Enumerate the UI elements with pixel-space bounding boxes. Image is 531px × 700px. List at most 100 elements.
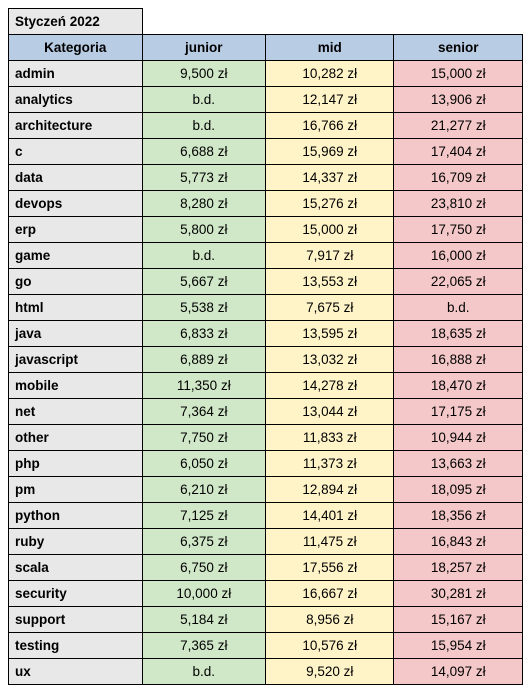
cell-category: java — [9, 321, 143, 347]
cell-mid: 13,595 zł — [265, 321, 394, 347]
header-mid: mid — [265, 35, 394, 61]
cell-junior: 6,688 zł — [142, 139, 265, 165]
cell-junior: 11,350 zł — [142, 373, 265, 399]
empty-cell — [142, 9, 265, 35]
cell-mid: 10,576 zł — [265, 633, 394, 659]
table-row: go5,667 zł13,553 zł22,065 zł — [9, 269, 523, 295]
cell-category: c — [9, 139, 143, 165]
header-row: Kategoria junior mid senior — [9, 35, 523, 61]
cell-category: ux — [9, 659, 143, 685]
cell-junior: 8,280 zł — [142, 191, 265, 217]
table-row: support5,184 zł8,956 zł15,167 zł — [9, 607, 523, 633]
cell-junior: 6,889 zł — [142, 347, 265, 373]
cell-category: php — [9, 451, 143, 477]
cell-mid: 11,833 zł — [265, 425, 394, 451]
cell-senior: 18,356 zł — [394, 503, 523, 529]
table-row: mobile11,350 zł14,278 zł18,470 zł — [9, 373, 523, 399]
cell-category: testing — [9, 633, 143, 659]
cell-junior: 7,125 zł — [142, 503, 265, 529]
cell-mid: 17,556 zł — [265, 555, 394, 581]
cell-junior: 10,000 zł — [142, 581, 265, 607]
empty-cell — [265, 9, 394, 35]
cell-junior: 7,750 zł — [142, 425, 265, 451]
cell-category: other — [9, 425, 143, 451]
table-row: java6,833 zł13,595 zł18,635 zł — [9, 321, 523, 347]
cell-category: devops — [9, 191, 143, 217]
cell-junior: 6,375 zł — [142, 529, 265, 555]
cell-senior: 17,175 zł — [394, 399, 523, 425]
cell-senior: 21,277 zł — [394, 113, 523, 139]
table-row: html5,538 zł7,675 złb.d. — [9, 295, 523, 321]
cell-junior: 5,538 zł — [142, 295, 265, 321]
cell-category: data — [9, 165, 143, 191]
cell-junior: 6,750 zł — [142, 555, 265, 581]
cell-junior: 5,800 zł — [142, 217, 265, 243]
table-row: php6,050 zł11,373 zł13,663 zł — [9, 451, 523, 477]
title-row: Styczeń 2022 — [9, 9, 523, 35]
table-row: gameb.d.7,917 zł16,000 zł — [9, 243, 523, 269]
table-row: net7,364 zł13,044 zł17,175 zł — [9, 399, 523, 425]
cell-junior: b.d. — [142, 87, 265, 113]
cell-category: support — [9, 607, 143, 633]
cell-category: go — [9, 269, 143, 295]
table-row: pm6,210 zł12,894 zł18,095 zł — [9, 477, 523, 503]
salary-table: Styczeń 2022 Kategoria junior mid senior… — [8, 8, 523, 685]
cell-mid: 12,894 zł — [265, 477, 394, 503]
table-row: erp5,800 zł15,000 zł17,750 zł — [9, 217, 523, 243]
table-row: other7,750 zł11,833 zł10,944 zł — [9, 425, 523, 451]
cell-junior: 5,184 zł — [142, 607, 265, 633]
header-senior: senior — [394, 35, 523, 61]
cell-mid: 8,956 zł — [265, 607, 394, 633]
cell-senior: 16,888 zł — [394, 347, 523, 373]
table-row: devops8,280 zł15,276 zł23,810 zł — [9, 191, 523, 217]
cell-category: scala — [9, 555, 143, 581]
cell-junior: 9,500 zł — [142, 61, 265, 87]
cell-mid: 14,278 zł — [265, 373, 394, 399]
table-row: analyticsb.d.12,147 zł13,906 zł — [9, 87, 523, 113]
cell-junior: b.d. — [142, 113, 265, 139]
cell-senior: 18,470 zł — [394, 373, 523, 399]
cell-junior: 6,833 zł — [142, 321, 265, 347]
cell-category: net — [9, 399, 143, 425]
cell-senior: 23,810 zł — [394, 191, 523, 217]
cell-mid: 14,401 zł — [265, 503, 394, 529]
cell-mid: 10,282 zł — [265, 61, 394, 87]
header-junior: junior — [142, 35, 265, 61]
cell-senior: 18,635 zł — [394, 321, 523, 347]
cell-mid: 7,675 zł — [265, 295, 394, 321]
cell-senior: 17,750 zł — [394, 217, 523, 243]
cell-mid: 16,667 zł — [265, 581, 394, 607]
cell-category: mobile — [9, 373, 143, 399]
table-row: c6,688 zł15,969 zł17,404 zł — [9, 139, 523, 165]
cell-senior: 22,065 zł — [394, 269, 523, 295]
table-row: admin9,500 zł10,282 zł15,000 zł — [9, 61, 523, 87]
cell-senior: 13,663 zł — [394, 451, 523, 477]
table-title: Styczeń 2022 — [9, 9, 143, 35]
cell-senior: 16,709 zł — [394, 165, 523, 191]
cell-junior: 7,365 zł — [142, 633, 265, 659]
cell-senior: 14,097 zł — [394, 659, 523, 685]
cell-junior: 5,773 zł — [142, 165, 265, 191]
header-category: Kategoria — [9, 35, 143, 61]
table-row: ruby6,375 zł11,475 zł16,843 zł — [9, 529, 523, 555]
cell-mid: 15,969 zł — [265, 139, 394, 165]
cell-mid: 15,276 zł — [265, 191, 394, 217]
cell-category: python — [9, 503, 143, 529]
cell-senior: 30,281 zł — [394, 581, 523, 607]
cell-junior: 5,667 zł — [142, 269, 265, 295]
cell-category: admin — [9, 61, 143, 87]
cell-category: game — [9, 243, 143, 269]
cell-mid: 12,147 zł — [265, 87, 394, 113]
cell-category: architecture — [9, 113, 143, 139]
table-row: security10,000 zł16,667 zł30,281 zł — [9, 581, 523, 607]
table-row: javascript6,889 zł13,032 zł16,888 zł — [9, 347, 523, 373]
table-row: data5,773 zł14,337 zł16,709 zł — [9, 165, 523, 191]
cell-mid: 7,917 zł — [265, 243, 394, 269]
cell-senior: 17,404 zł — [394, 139, 523, 165]
cell-mid: 13,044 zł — [265, 399, 394, 425]
cell-junior: 6,210 zł — [142, 477, 265, 503]
cell-mid: 11,475 zł — [265, 529, 394, 555]
cell-senior: 18,257 zł — [394, 555, 523, 581]
cell-mid: 11,373 zł — [265, 451, 394, 477]
table-row: uxb.d.9,520 zł14,097 zł — [9, 659, 523, 685]
